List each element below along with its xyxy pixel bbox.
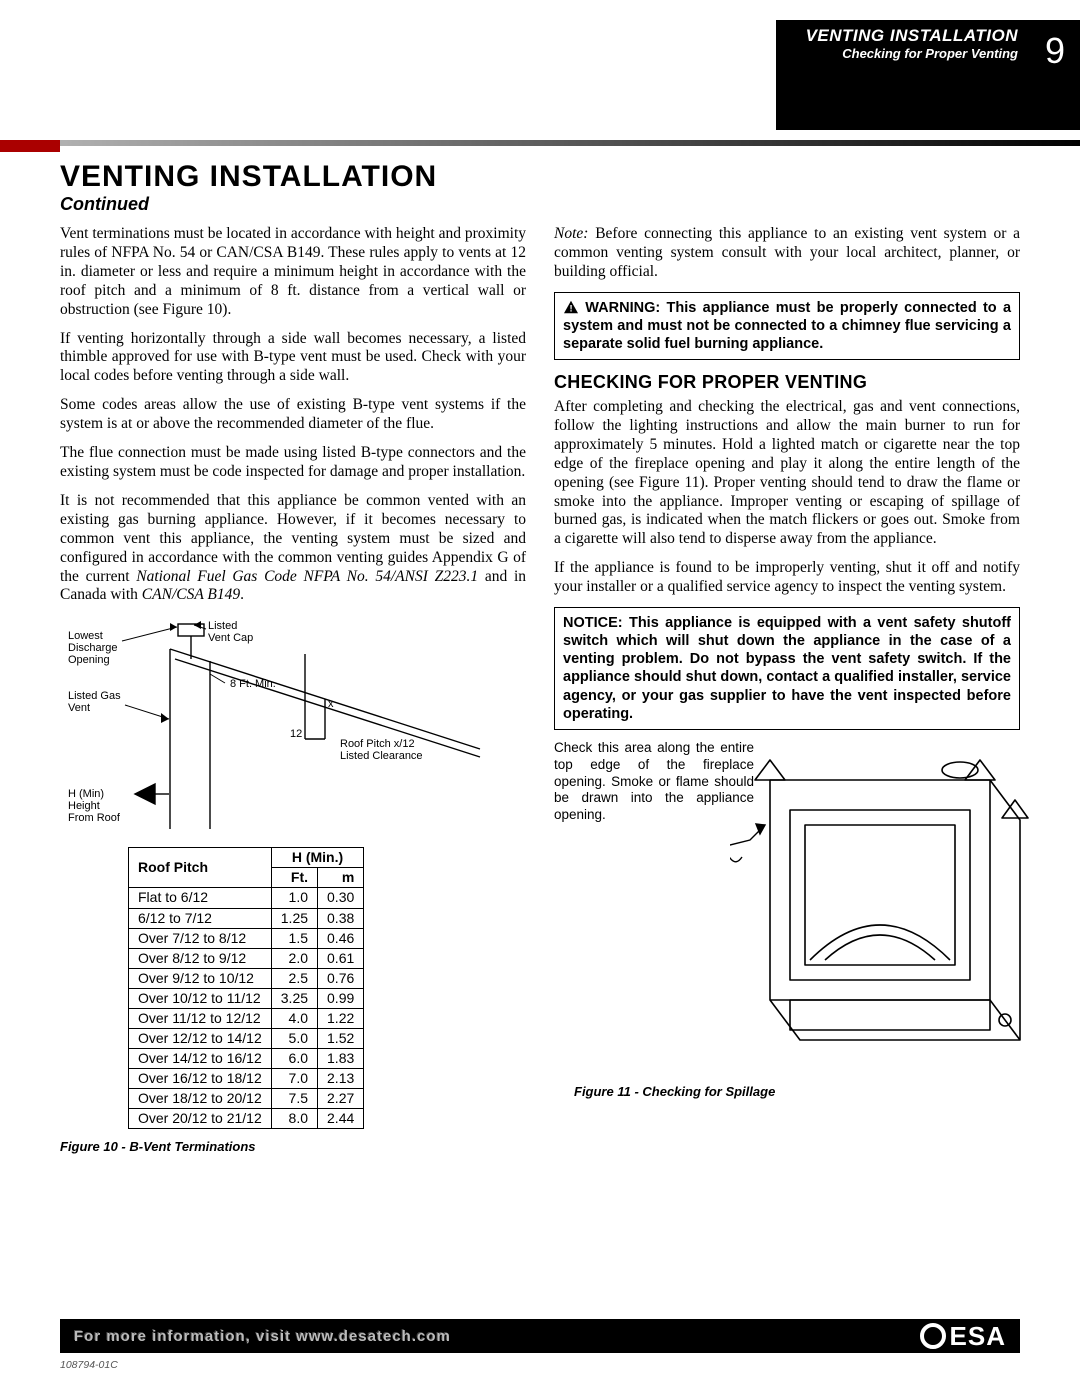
svg-text:Lowest: Lowest [68, 630, 103, 642]
page-title: VENTING INSTALLATION [60, 160, 1020, 194]
footer-text: For more information, visit www.desatech… [74, 1328, 451, 1345]
document-id: 108794-01C [60, 1359, 118, 1371]
svg-text:12: 12 [290, 728, 302, 740]
figure11-caption: Figure 11 - Checking for Spillage [574, 1084, 775, 1100]
svg-text:x: x [328, 698, 334, 710]
body-text: If venting horizontally through a side w… [60, 330, 526, 387]
table-row: Over 18/12 to 20/127.52.27 [129, 1089, 364, 1109]
header-subsection: Checking for Proper Venting [806, 46, 1018, 61]
col-roof-pitch: Roof Pitch [129, 848, 272, 888]
note-text: Note: Before connecting this appliance t… [554, 225, 1020, 282]
table-row: 6/12 to 7/121.250.38 [129, 908, 364, 928]
continued-label: Continued [60, 194, 1020, 215]
svg-text:Vent Cap: Vent Cap [208, 632, 253, 644]
col-hmin: H (Min.) [271, 848, 364, 868]
accent-marker [0, 140, 60, 152]
svg-text:Listed Clearance: Listed Clearance [340, 750, 423, 762]
svg-text:Height: Height [68, 800, 100, 812]
svg-text:Vent: Vent [68, 702, 90, 714]
check-area-label: Check this area along the entire top edg… [554, 740, 754, 824]
page-number: 9 [1030, 20, 1080, 130]
svg-text:Listed Gas: Listed Gas [68, 690, 121, 702]
section-heading: CHECKING FOR PROPER VENTING [554, 372, 1020, 394]
table-row: Over 16/12 to 18/127.02.13 [129, 1069, 364, 1089]
table-row: Flat to 6/121.00.30 [129, 888, 364, 908]
figure11-block: Check this area along the entire top edg… [554, 740, 1020, 1100]
col-ft: Ft. [271, 868, 317, 888]
header-section: VENTING INSTALLATION [806, 26, 1018, 46]
svg-text:From Roof: From Roof [68, 812, 121, 824]
figure10-caption: Figure 10 - B-Vent Terminations [60, 1139, 526, 1155]
table-row: Over 7/12 to 8/121.50.46 [129, 928, 364, 948]
notice-box: NOTICE: This appliance is equipped with … [554, 607, 1020, 730]
body-text: It is not recommended that this applianc… [60, 492, 526, 605]
svg-text:!: ! [569, 303, 572, 313]
figure10-diagram: Lowest Discharge Opening Listed Vent Cap… [60, 619, 526, 839]
svg-text:H (Min): H (Min) [68, 788, 104, 800]
table-row: Over 8/12 to 9/122.00.61 [129, 948, 364, 968]
warning-box: ! WARNING: This appliance must be proper… [554, 292, 1020, 360]
svg-text:Opening: Opening [68, 654, 110, 666]
body-text: After completing and checking the electr… [554, 398, 1020, 549]
svg-text:Discharge: Discharge [68, 642, 118, 654]
logo-ring-icon [920, 1323, 946, 1349]
footer-bar: For more information, visit www.desatech… [60, 1319, 1020, 1353]
table-row: Over 20/12 to 21/128.02.44 [129, 1109, 364, 1129]
table-row: Over 11/12 to 12/124.01.22 [129, 1008, 364, 1028]
fireplace-diagram [730, 740, 1030, 1070]
table-row: Over 12/12 to 14/125.01.52 [129, 1029, 364, 1049]
table-row: Over 9/12 to 10/122.50.76 [129, 968, 364, 988]
right-column: Note: Before connecting this appliance t… [554, 225, 1020, 1155]
svg-text:Listed: Listed [208, 620, 237, 632]
table-row: Over 10/12 to 11/123.250.99 [129, 988, 364, 1008]
body-text: The flue connection must be made using l… [60, 444, 526, 482]
accent-bar [0, 140, 1080, 146]
logo-text: ESA [950, 1321, 1006, 1352]
vent-diagram: Lowest Discharge Opening Listed Vent Cap… [60, 619, 490, 839]
body-text: If the appliance is found to be improper… [554, 559, 1020, 597]
left-column: Vent terminations must be located in acc… [60, 225, 526, 1155]
svg-text:8 Ft. Min.: 8 Ft. Min. [230, 678, 276, 690]
page-header: VENTING INSTALLATION Checking for Proper… [776, 20, 1080, 130]
header-label: VENTING INSTALLATION Checking for Proper… [776, 20, 1030, 130]
table-row: Over 14/12 to 16/126.01.83 [129, 1049, 364, 1069]
body-text: Vent terminations must be located in acc… [60, 225, 526, 320]
roof-pitch-table: Roof Pitch H (Min.) Ft. m Flat to 6/121.… [128, 847, 364, 1129]
warning-icon: ! [563, 300, 579, 314]
svg-text:Roof Pitch x/12: Roof Pitch x/12 [340, 738, 415, 750]
brand-logo: ESA [920, 1321, 1006, 1352]
col-m: m [318, 868, 364, 888]
body-text: Some codes areas allow the use of existi… [60, 396, 526, 434]
